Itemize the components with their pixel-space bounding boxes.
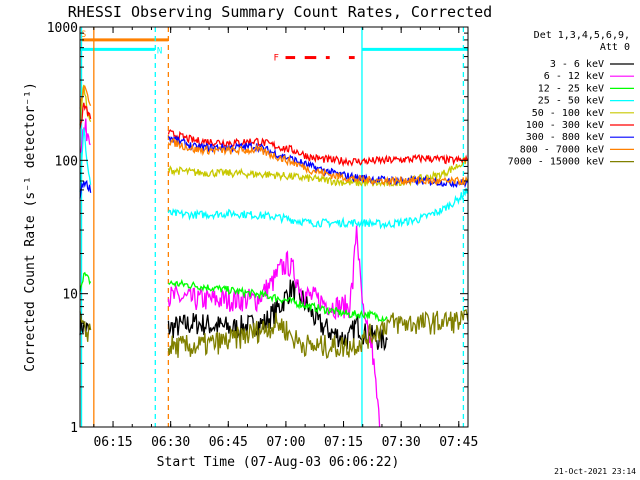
legend-label: 3 - 6 keV [550,59,604,70]
x-tick-label: 06:45 [209,435,248,450]
x-tick-label: 07:15 [324,435,363,450]
series-line [168,278,388,322]
series-800-7000-kev [79,85,469,188]
series-line [79,118,91,154]
series-line [167,225,381,428]
series-7000-15000-kev [79,309,469,359]
y-tick-label: 1 [70,421,78,436]
y-tick-label: 1000 [47,21,78,36]
legend-label: 6 - 12 keV [544,71,604,82]
series-line [167,156,469,188]
series-line [79,271,92,292]
flag-n: N [80,46,162,56]
flag-label: F [274,54,279,64]
series-line [79,84,92,126]
series-12-25-kev [79,271,388,322]
event-marker-lines [80,27,465,427]
legend-label: 300 - 800 keV [526,132,604,143]
series-line [79,311,92,342]
legend-label: 100 - 300 keV [526,120,604,131]
x-tick-label: 07:45 [439,435,478,450]
footer-timestamp: 21-Oct-2021 23:14 [554,467,636,476]
legend-label: 12 - 25 keV [538,83,604,94]
chart-title: RHESSI Observing Summary Count Rates, Co… [68,3,492,21]
series-line [167,129,469,168]
y-axis-ticks: 1 10 100 1000 [47,21,468,436]
series-6-12-kev [79,118,381,428]
series-line [167,309,469,359]
series-50-100-kev [79,84,469,188]
legend-label: 7000 - 15000 keV [508,157,604,168]
legend-label: 800 - 7000 keV [520,144,604,155]
series-25-50-kev [79,128,469,230]
x-tick-label: 07:00 [266,435,305,450]
flag-s: S [81,30,169,42]
legend-header: Att 0 [600,42,630,53]
legend-label: 50 - 100 keV [532,108,604,119]
series-line [167,279,388,352]
series-line [79,128,92,193]
status-flags: S N F [80,30,468,64]
y-axis-label: Corrected Count Rate (s⁻¹ detector⁻¹) [23,82,38,372]
series-line [79,102,92,129]
y-tick-label: 100 [55,154,78,169]
legend-label: 25 - 50 keV [538,96,604,107]
x-tick-label: 07:30 [382,435,421,450]
flag-label: N [157,46,162,56]
x-axis-ticks: 06:15 06:30 06:45 07:00 07:15 07:30 07:45 [93,27,478,450]
series-line [79,179,92,199]
series-100-300-kev [79,102,469,168]
x-axis-label: Start Time (07-Aug-03 06:06:22) [157,455,400,470]
y-tick-label: 10 [62,288,78,303]
flag-label: S [81,30,86,40]
flag-f: F [274,54,355,64]
series-line [167,138,469,188]
x-tick-label: 06:15 [93,435,132,450]
series-line [167,187,469,230]
data-series [79,84,469,428]
series-line [79,85,92,109]
legend-header: Det 1,3,4,5,6,9, [534,30,630,41]
plot-frame [79,26,469,428]
x-tick-label: 06:30 [151,435,190,450]
